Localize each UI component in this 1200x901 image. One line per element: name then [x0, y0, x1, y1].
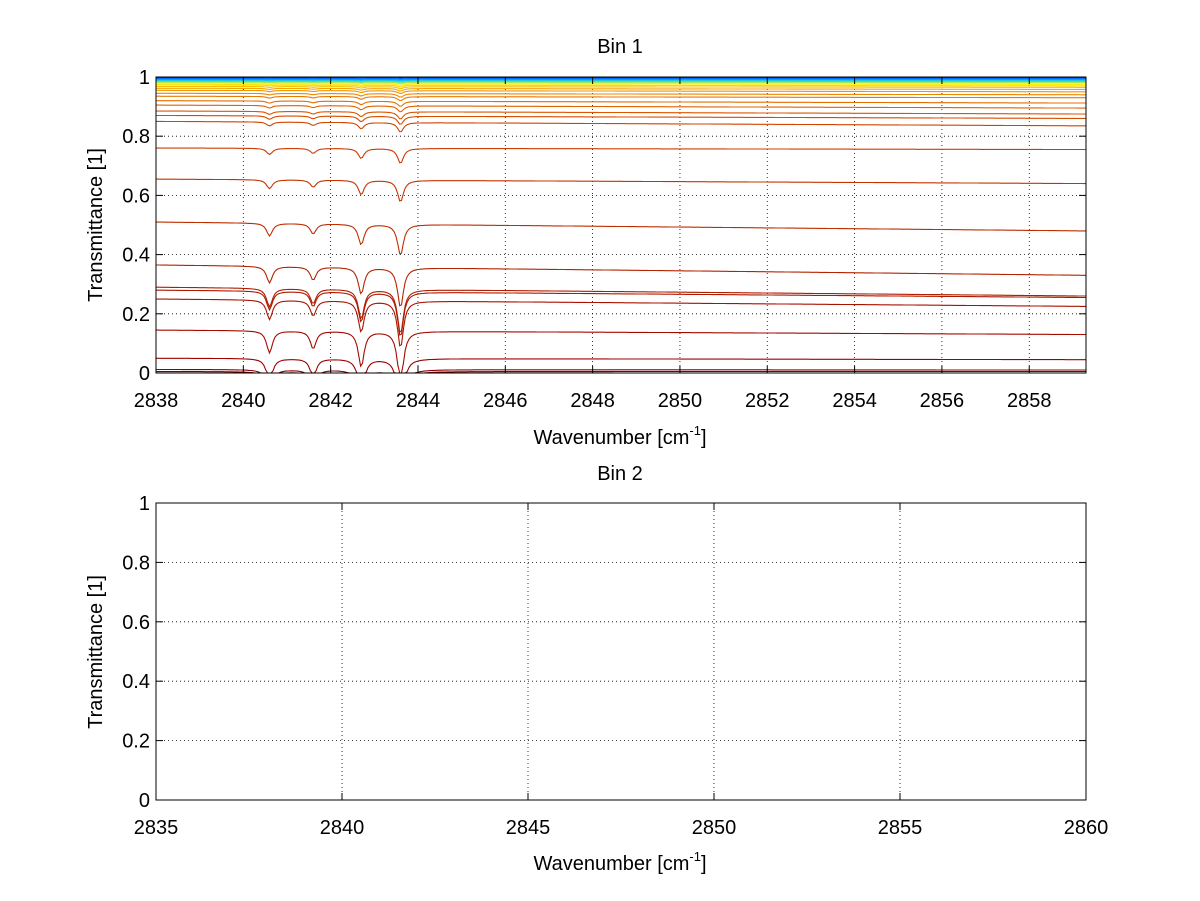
bin1-plot-area	[155, 76, 1086, 374]
x-tick-label: 2846	[483, 390, 528, 412]
spectrum-line-9	[156, 178, 1086, 202]
bin2-ylabel: Transmittance [1]	[85, 575, 107, 729]
bin2-grid	[156, 503, 1086, 800]
bin2-ticks: 2835 2840 2845 2850 2855 2860 0 0.2 0.4 0.6 0.8 1	[122, 493, 1108, 839]
bin2-title: Bin 2	[597, 463, 643, 485]
y-tick-label: 0.4	[122, 671, 150, 693]
y-tick-label: 0	[139, 790, 150, 812]
spectrum-line-3	[156, 329, 1086, 374]
x-tick-label: 2840	[320, 817, 365, 839]
x-tick-label: 2860	[1064, 817, 1109, 839]
spectrum-line-17	[156, 92, 1086, 98]
x-tick-label: 2855	[878, 817, 923, 839]
y-tick-label: 0.2	[122, 304, 150, 326]
x-tick-label: 2856	[920, 390, 965, 412]
spectrum-line-21	[156, 84, 1086, 88]
bin1-ticks: 2838 2840 2842 2844 2846 2848 2850 2852 2854 2856…	[122, 67, 1086, 412]
bin1-title: Bin 1	[597, 36, 643, 58]
spectrum-line-6	[156, 286, 1086, 333]
y-tick-label: 0	[139, 363, 150, 385]
spectrum-line-8	[156, 221, 1086, 255]
spectrum-line-22	[156, 83, 1086, 86]
x-tick-label: 2844	[396, 390, 441, 412]
spectrum-line-12	[156, 114, 1086, 125]
bin2-xlabel: Wavenumber [cm-1]	[533, 849, 706, 875]
y-tick-label: 0.6	[122, 185, 150, 207]
spectrum-line-23	[156, 82, 1086, 85]
spectrum-line-18	[156, 89, 1086, 94]
spectrum-line-4	[155, 298, 1086, 347]
spectrum-line-10	[156, 147, 1086, 164]
x-tick-label: 2852	[745, 390, 790, 412]
x-tick-label: 2854	[832, 390, 877, 412]
x-tick-label: 2850	[692, 817, 737, 839]
spectrum-line-2	[156, 357, 1086, 374]
y-tick-label: 1	[139, 67, 150, 89]
spectrum-line-13	[155, 110, 1086, 120]
spectrum-line-20	[156, 85, 1086, 90]
x-tick-label: 2848	[570, 390, 615, 412]
y-tick-label: 0.8	[122, 552, 150, 574]
y-tick-label: 0.4	[122, 245, 150, 267]
x-tick-label: 2835	[134, 817, 179, 839]
bin1-ylabel: Transmittance [1]	[85, 148, 107, 302]
spectrum-line-5	[156, 289, 1086, 336]
spectrum-line-11	[156, 120, 1086, 133]
spectrum-line-19	[156, 87, 1086, 92]
y-tick-label: 1	[139, 493, 150, 515]
bin1-xlabel: Wavenumber [cm-1]	[533, 423, 706, 449]
spectrum-line-26	[156, 79, 1086, 82]
y-tick-label: 0.8	[122, 126, 150, 148]
bin2-axes: Bin 2 2835 2840 2845 2850 2855 2860 0 0.2 0.4 0.6…	[85, 463, 1108, 875]
bin2-axes-box	[155, 502, 1087, 801]
bin1-axes: Bin 1 2838 2840 2842 2844 2846 2848 2850 2852 28…	[85, 36, 1087, 449]
x-tick-label: 2850	[658, 390, 703, 412]
x-tick-label: 2858	[1007, 390, 1052, 412]
x-tick-label: 2842	[308, 390, 353, 412]
y-tick-label: 0.6	[122, 612, 150, 634]
spectrum-line-16	[156, 95, 1086, 102]
spectrum-line-14	[156, 104, 1086, 113]
bin1-axes-box	[155, 76, 1087, 374]
spectrum-line-25	[156, 80, 1086, 83]
spectrum-line-7	[156, 264, 1086, 307]
x-tick-label: 2845	[506, 817, 551, 839]
spectrum-line-24	[156, 81, 1086, 84]
bin1-grid	[156, 77, 1086, 373]
x-tick-label: 2840	[221, 390, 266, 412]
x-tick-label: 2838	[134, 390, 179, 412]
y-tick-label: 0.2	[122, 731, 150, 753]
spectrum-line-15	[156, 100, 1086, 107]
